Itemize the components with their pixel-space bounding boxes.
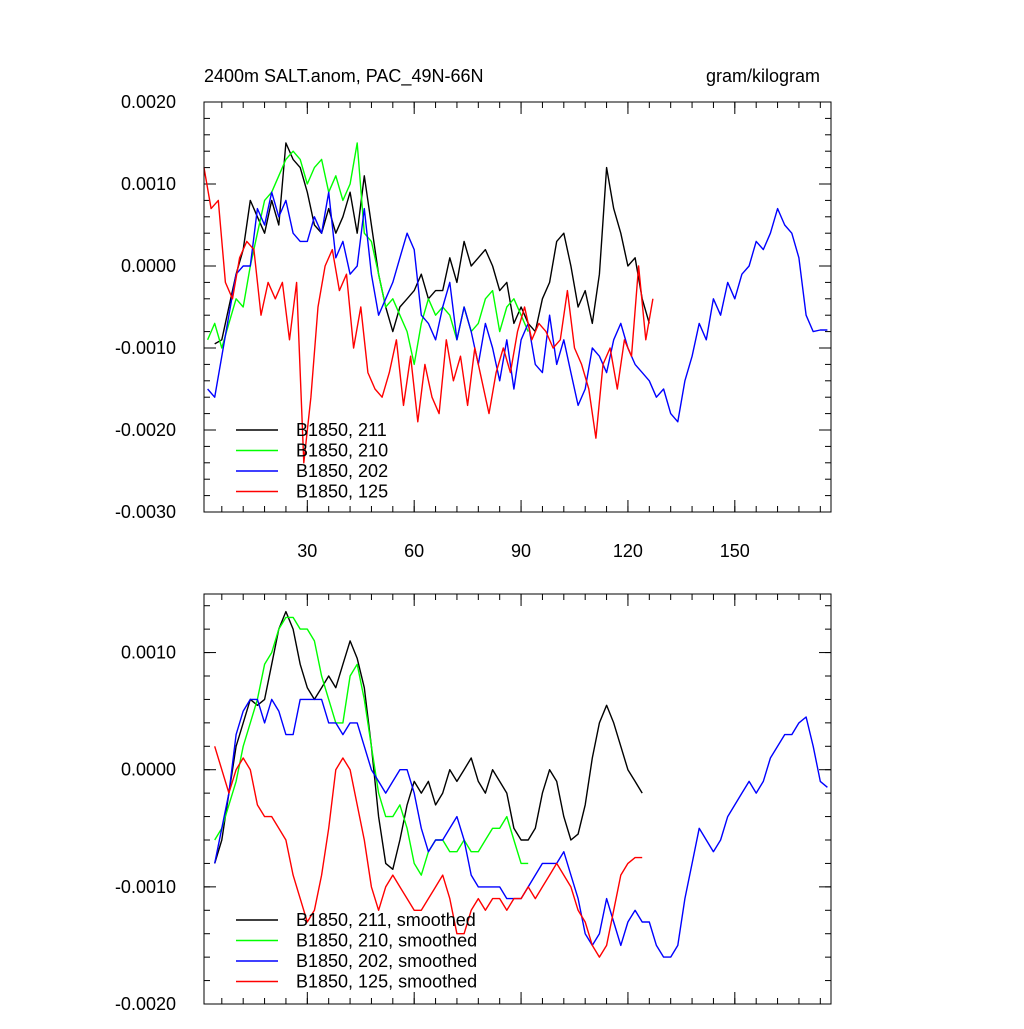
x-tick-label: 90 (511, 541, 531, 561)
top-panel-series (203, 142, 828, 464)
legend-label-3: B1850, 202, smoothed (296, 951, 477, 971)
x-tick-label: 60 (404, 541, 424, 561)
y-tick-label: -0.0020 (115, 994, 176, 1014)
top-panel-title: 2400m SALT.anom, PAC_49N-66N (204, 66, 483, 87)
legend-label-1: B1850, 211 (296, 420, 387, 440)
y-tick-label: -0.0010 (115, 338, 176, 358)
y-tick-label: -0.0020 (115, 420, 176, 440)
top-panel-y-tick-labels: -0.0030 -0.0020 -0.0010 0.0000 0.0010 0.0020 (115, 92, 176, 522)
legend-label-1: B1850, 211, smoothed (296, 910, 476, 930)
series-line-4 (203, 167, 654, 464)
top-panel-x-tick-labels: 30 60 90 120 150 (297, 541, 750, 561)
series-line-4 (214, 746, 643, 958)
series-line-1 (214, 610, 643, 870)
y-tick-label: 0.0010 (121, 643, 176, 663)
y-tick-label: 0.0010 (121, 174, 176, 194)
y-tick-label: 0.0020 (121, 92, 176, 112)
x-tick-label: 30 (297, 541, 317, 561)
legend-label-3: B1850, 202 (296, 461, 388, 481)
series-line-3 (207, 191, 828, 423)
x-tick-label: 150 (720, 541, 750, 561)
legend-label-4: B1850, 125, smoothed (296, 972, 477, 992)
series-line-2 (206, 142, 529, 366)
y-tick-label: 0.0000 (121, 256, 176, 276)
top-panel-frame (203, 101, 832, 513)
series-line-1 (214, 142, 650, 345)
bottom-panel-y-tick-labels: -0.0020 -0.0010 0.0000 0.0010 (115, 643, 176, 1014)
x-tick-label: 120 (613, 541, 643, 561)
legend-label-2: B1850, 210, smoothed (296, 931, 477, 951)
y-tick-label: -0.0030 (115, 502, 176, 522)
series-line-2 (214, 616, 529, 876)
top-panel-units: gram/kilogram (706, 66, 820, 86)
legend-label-4: B1850, 125 (296, 482, 388, 502)
y-tick-label: -0.0010 (115, 877, 176, 897)
y-tick-label: 0.0000 (121, 760, 176, 780)
bottom-panel: -0.0020 -0.0010 0.0000 0.0010 B1850, 211, s… (115, 593, 832, 1014)
bottom-panel-series (214, 610, 828, 958)
top-panel: 2400m SALT.anom, PAC_49N-66N gram/kilogr… (115, 66, 832, 561)
legend-label-2: B1850, 210 (296, 441, 388, 461)
bottom-panel-frame (203, 593, 832, 1005)
